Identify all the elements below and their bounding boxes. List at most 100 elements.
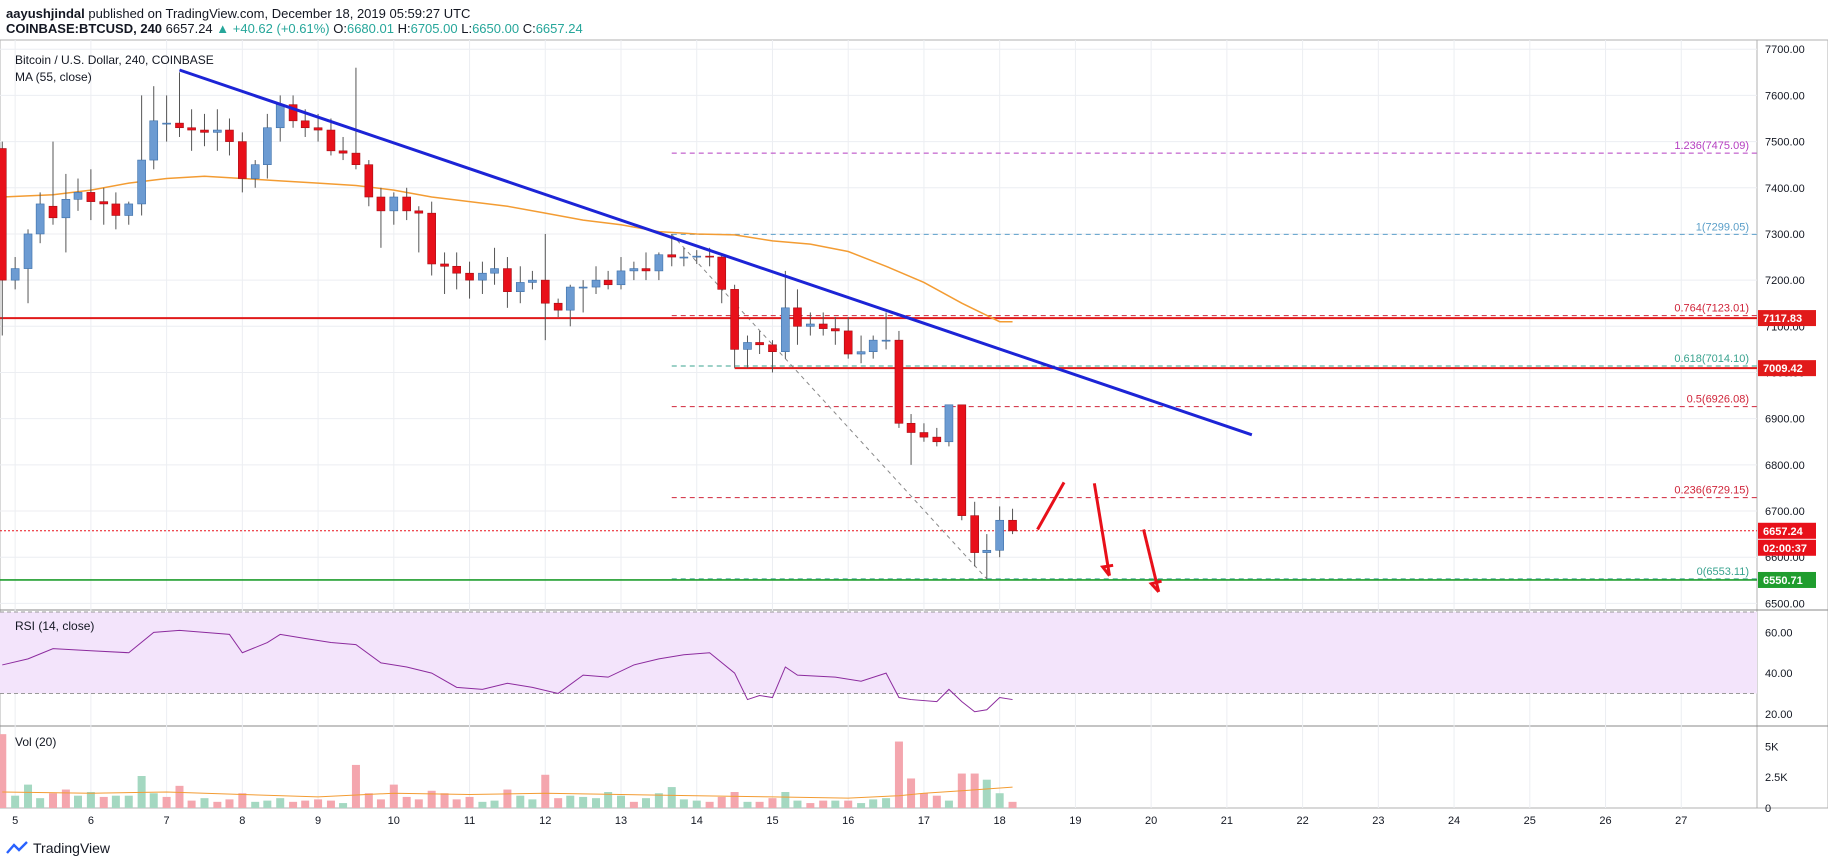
candle-body <box>679 256 689 259</box>
support-price-tag-bg <box>1758 571 1816 588</box>
support-price-tag: 6550.71 <box>1763 575 1803 587</box>
volume-bar <box>604 792 613 808</box>
candle-body <box>111 203 121 216</box>
candle-body <box>868 339 878 353</box>
candle-body <box>503 268 512 292</box>
fib-level-label: 0.764(7123.01) <box>1674 303 1749 315</box>
candle-body <box>957 404 967 516</box>
x-tick-label: 14 <box>691 815 703 827</box>
volume-bar <box>982 779 991 808</box>
author-name[interactable]: aayushjindal <box>6 6 85 21</box>
volume-tick-label: 5K <box>1765 741 1779 753</box>
candle-body <box>10 268 20 281</box>
forecast-up-stroke <box>1036 481 1066 531</box>
x-tick-label: 16 <box>842 815 854 827</box>
rsi-tick-label: 20.00 <box>1765 709 1793 721</box>
fib-swing-line <box>671 234 988 580</box>
x-tick-label: 8 <box>239 815 245 827</box>
volume-bar <box>490 800 499 808</box>
rsi-band <box>0 612 1757 694</box>
volume-bar <box>200 798 209 808</box>
resistance-low-price-tag: 7009.42 <box>1763 363 1803 375</box>
candle-body <box>490 268 499 274</box>
candle-body <box>982 549 992 553</box>
candle-body <box>667 254 677 258</box>
volume-bar <box>806 803 815 808</box>
volume-bar <box>755 801 764 808</box>
candle-body <box>35 203 45 235</box>
candle-body <box>515 282 525 292</box>
volume-bar <box>995 793 1004 808</box>
close-label: C: <box>522 21 536 36</box>
x-tick-label: 9 <box>315 815 321 827</box>
volume-bar <box>162 796 171 808</box>
countdown-tag: 02:00:37 <box>1763 543 1807 555</box>
chart-title: Bitcoin / U.S. Dollar, 240, COINBASE <box>15 53 214 67</box>
candle-body <box>478 272 487 281</box>
candle-body <box>402 196 411 212</box>
x-tick-label: 24 <box>1448 815 1460 827</box>
candle-body <box>23 233 33 269</box>
volume-bar <box>882 798 891 808</box>
fib-level-label: 0.618(7014.10) <box>1674 353 1749 365</box>
volume-bar <box>869 799 878 808</box>
candle-body <box>970 515 979 553</box>
volume-bar <box>376 799 385 808</box>
candle-body <box>73 192 83 200</box>
candle-body <box>705 255 714 258</box>
last-price-tag: 6657.24 <box>1763 526 1804 538</box>
volume-bar <box>478 801 487 808</box>
volume-bar <box>503 789 512 808</box>
candle-body <box>692 255 702 258</box>
candle-body <box>995 519 1004 551</box>
x-tick-label: 5 <box>12 815 18 827</box>
rsi-legend: RSI (14, close) <box>15 619 94 633</box>
volume-bar <box>642 798 651 808</box>
published-text: published on TradingView.com, December 1… <box>88 6 471 21</box>
x-tick-label: 11 <box>464 815 475 827</box>
candle-body <box>313 127 323 131</box>
candle-body <box>919 432 929 438</box>
volume-bar <box>717 796 726 808</box>
candle-body <box>162 122 171 125</box>
y-tick-label: 6700.00 <box>1765 506 1805 518</box>
candle-body <box>881 339 891 342</box>
fib-level-label: 0.5(6926.08) <box>1687 394 1749 406</box>
volume-bar <box>679 799 688 808</box>
tradingview-logo-icon <box>6 841 28 854</box>
ohlc-line: COINBASE:BTCUSD, 240 6657.24 ▲ +40.62 (+… <box>6 21 583 36</box>
x-tick-label: 15 <box>766 815 778 827</box>
volume-bar <box>124 795 133 808</box>
volume-bar <box>175 785 184 808</box>
candle-body <box>213 129 222 133</box>
volume-bar <box>99 796 108 808</box>
x-tick-label: 10 <box>388 815 400 827</box>
y-tick-label: 7200.00 <box>1765 275 1805 287</box>
low-value: 6650.00 <box>472 21 520 36</box>
candle-body <box>944 404 954 443</box>
volume-bar <box>629 801 638 808</box>
y-tick-label: 7600.00 <box>1765 90 1805 102</box>
volume-bar <box>149 793 158 808</box>
candle-body <box>629 268 639 272</box>
candle-body <box>730 289 739 350</box>
volume-bar <box>566 795 575 808</box>
y-tick-label: 6800.00 <box>1765 460 1805 472</box>
volume-bar <box>743 801 752 808</box>
candle-body <box>641 268 651 272</box>
volume-bar <box>541 774 550 808</box>
fib-level-label: 1.236(7475.09) <box>1674 140 1749 152</box>
candle-body <box>603 279 613 286</box>
volume-bar <box>339 803 348 808</box>
volume-bar <box>730 792 739 808</box>
volume-bar <box>440 793 449 808</box>
tradingview-footer[interactable]: TradingView <box>6 840 110 856</box>
candle-body <box>565 286 575 311</box>
candle-body <box>288 104 298 122</box>
x-tick-label: 18 <box>994 815 1006 827</box>
candle-body <box>351 152 361 165</box>
last-price-tag-bg <box>1758 522 1816 539</box>
candle-body <box>906 422 916 433</box>
volume-bar <box>819 800 828 808</box>
